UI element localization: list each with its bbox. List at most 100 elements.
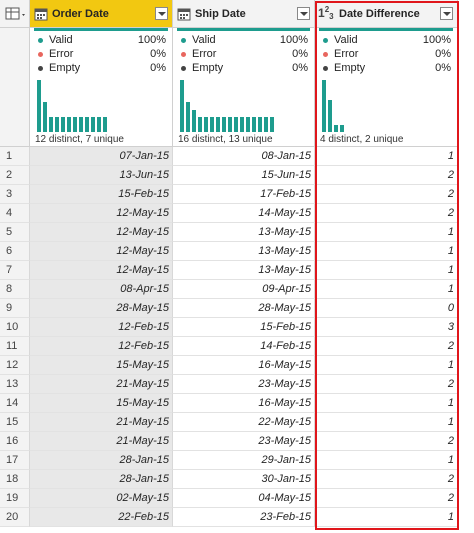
status-dot: [38, 38, 43, 43]
cell: 15-May-15: [30, 394, 173, 413]
cell: 15-Jun-15: [173, 166, 315, 185]
status-dot: [38, 52, 43, 57]
stat-value: 0%: [292, 48, 308, 60]
cell: 2: [315, 337, 458, 356]
cell: 1: [315, 147, 458, 166]
cell: 28-May-15: [173, 299, 315, 318]
filter-dropdown[interactable]: [155, 7, 168, 20]
cell: 1: [315, 280, 458, 299]
column-header[interactable]: 123 Date Difference: [315, 0, 458, 28]
cell: 1: [315, 508, 458, 527]
cell: 2: [315, 375, 458, 394]
row-number-profile: [0, 28, 30, 147]
cell: 15-Feb-15: [173, 318, 315, 337]
status-dot: [181, 38, 186, 43]
row-number: 11: [0, 337, 30, 356]
date-icon: [34, 8, 48, 21]
stat-value: 0%: [435, 48, 451, 60]
profile-summary: 4 distinct, 2 unique: [320, 134, 404, 145]
type-icon: 123: [318, 5, 334, 21]
cell: 1: [315, 356, 458, 375]
column-name: Ship Date: [195, 8, 246, 20]
date-icon: [177, 8, 191, 21]
column-name: Order Date: [52, 8, 109, 20]
cell: 13-May-15: [173, 223, 315, 242]
status-dot: [323, 66, 328, 71]
column-header[interactable]: Order Date: [30, 0, 173, 28]
column-profile: Valid 100% Error 0% Empty 0% 16 distinct, 13 u…: [173, 28, 315, 147]
type-icon-part: 1: [318, 6, 325, 20]
column-name: Date Difference: [339, 8, 420, 20]
cell: 12-May-15: [30, 223, 173, 242]
row-number: 12: [0, 356, 30, 375]
cell: 3: [315, 318, 458, 337]
cell: 07-Jan-15: [30, 147, 173, 166]
cell: 21-May-15: [30, 375, 173, 394]
cell: 29-Jan-15: [173, 451, 315, 470]
row-number: 8: [0, 280, 30, 299]
type-icon-part: 3: [329, 12, 334, 21]
stat-label: Valid: [334, 34, 358, 46]
cell: 1: [315, 223, 458, 242]
stat-value: 0%: [292, 62, 308, 74]
cell: 21-May-15: [30, 432, 173, 451]
cell: 13-May-15: [173, 261, 315, 280]
cell: 16-May-15: [173, 356, 315, 375]
row-number: 7: [0, 261, 30, 280]
column-header[interactable]: Ship Date: [173, 0, 315, 28]
stat-label: Empty: [49, 62, 81, 74]
cell: 08-Jan-15: [173, 147, 315, 166]
cell: 2: [315, 432, 458, 451]
stat-value: 0%: [150, 62, 166, 74]
row-number: 9: [0, 299, 30, 318]
quality-bar: [34, 28, 168, 31]
row-number: 20: [0, 508, 30, 527]
filter-dropdown[interactable]: [440, 7, 453, 20]
cell: 04-May-15: [173, 489, 315, 508]
row-number: 6: [0, 242, 30, 261]
cell: 1: [315, 413, 458, 432]
cell: 23-May-15: [173, 432, 315, 451]
stat-label: Error: [192, 48, 217, 60]
column-profile: Valid 100% Error 0% Empty 0% 12 distinct, 7 un…: [30, 28, 173, 147]
cell: 28-Jan-15: [30, 451, 173, 470]
cell: 14-May-15: [173, 204, 315, 223]
row-number: 19: [0, 489, 30, 508]
stat-label: Empty: [334, 62, 366, 74]
row-number: 5: [0, 223, 30, 242]
cell: 15-May-15: [30, 356, 173, 375]
cell: 02-May-15: [30, 489, 173, 508]
table-menu[interactable]: [0, 0, 30, 28]
stat-value: 100%: [279, 34, 308, 46]
column-profile: Valid 100% Error 0% Empty 0% 4 distinct, 2 uni…: [315, 28, 458, 147]
row-number: 13: [0, 375, 30, 394]
stat-value: 100%: [137, 34, 166, 46]
cell: 2: [315, 489, 458, 508]
cell: 2: [315, 470, 458, 489]
status-dot: [323, 52, 328, 57]
stat-label: Empty: [192, 62, 224, 74]
cell: 22-Feb-15: [30, 508, 173, 527]
stat-label: Valid: [192, 34, 216, 46]
row-number: 17: [0, 451, 30, 470]
quality-bar: [177, 28, 310, 31]
cell: 30-Jan-15: [173, 470, 315, 489]
stat-label: Valid: [49, 34, 73, 46]
profile-summary: 16 distinct, 13 unique: [178, 134, 273, 145]
cell: 2: [315, 185, 458, 204]
cell: 09-Apr-15: [173, 280, 315, 299]
cell: 13-Jun-15: [30, 166, 173, 185]
cell: 12-Feb-15: [30, 337, 173, 356]
row-number: 2: [0, 166, 30, 185]
row-number: 15: [0, 413, 30, 432]
cell: 22-May-15: [173, 413, 315, 432]
status-dot: [181, 52, 186, 57]
cell: 12-May-15: [30, 242, 173, 261]
profile-summary: 12 distinct, 7 unique: [35, 134, 124, 145]
row-number: 10: [0, 318, 30, 337]
status-dot: [323, 38, 328, 43]
stat-value: 0%: [150, 48, 166, 60]
filter-dropdown[interactable]: [297, 7, 310, 20]
cell: 28-Jan-15: [30, 470, 173, 489]
